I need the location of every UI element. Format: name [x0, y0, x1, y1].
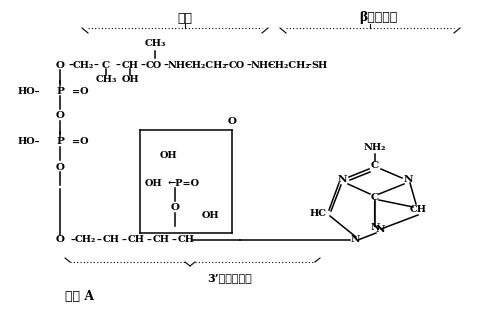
- Text: CH: CH: [121, 60, 139, 70]
- Text: O: O: [55, 236, 65, 245]
- Text: 泛酸: 泛酸: [177, 11, 193, 25]
- Text: –: –: [115, 60, 120, 70]
- Text: –: –: [94, 60, 98, 70]
- Text: CH₂: CH₂: [72, 60, 94, 70]
- Text: N: N: [350, 236, 360, 245]
- Text: –: –: [246, 60, 251, 70]
- Text: HC: HC: [309, 209, 327, 217]
- Text: HO–: HO–: [18, 137, 40, 146]
- Text: O: O: [55, 112, 65, 121]
- Text: –: –: [141, 60, 146, 70]
- Text: –: –: [69, 60, 74, 70]
- Text: NH₂: NH₂: [364, 143, 386, 153]
- Text: P: P: [56, 137, 64, 146]
- Text: CH: CH: [153, 236, 169, 245]
- Text: OH: OH: [159, 151, 177, 160]
- Text: –: –: [164, 60, 168, 70]
- Text: NH: NH: [251, 60, 269, 70]
- Text: CH: CH: [128, 236, 145, 245]
- Text: CH₃: CH₃: [95, 75, 117, 84]
- Text: N: N: [375, 225, 385, 235]
- Text: N: N: [370, 222, 380, 232]
- Text: O: O: [55, 60, 65, 70]
- Text: =O: =O: [72, 86, 89, 95]
- Text: C: C: [371, 162, 379, 170]
- Text: SH: SH: [312, 60, 328, 70]
- Text: N: N: [403, 175, 413, 184]
- Text: C: C: [371, 193, 379, 202]
- Text: N: N: [337, 175, 347, 184]
- Text: –: –: [71, 236, 76, 245]
- Text: ←P=O: ←P=O: [168, 178, 200, 187]
- Text: –: –: [306, 60, 311, 70]
- Text: –: –: [185, 60, 191, 70]
- Text: NH: NH: [168, 60, 186, 70]
- Text: C: C: [102, 60, 110, 70]
- Text: O: O: [170, 204, 179, 212]
- Text: –: –: [171, 236, 176, 245]
- Text: OH: OH: [201, 210, 219, 219]
- Text: OH: OH: [144, 178, 162, 187]
- Text: –: –: [269, 60, 274, 70]
- Text: CH₃: CH₃: [144, 40, 166, 48]
- Text: HO–: HO–: [18, 86, 40, 95]
- Text: CH₂: CH₂: [74, 236, 96, 245]
- Text: –: –: [224, 60, 228, 70]
- Text: O: O: [55, 163, 65, 171]
- Text: O: O: [227, 118, 236, 126]
- Text: CH₂CH₂: CH₂CH₂: [184, 60, 227, 70]
- Text: P: P: [56, 86, 64, 95]
- Text: –: –: [121, 236, 127, 245]
- Text: CO: CO: [229, 60, 245, 70]
- Text: CH: CH: [102, 236, 119, 245]
- Text: OH: OH: [121, 75, 139, 84]
- Text: 辅酶 A: 辅酶 A: [65, 290, 94, 302]
- Text: –: –: [147, 236, 151, 245]
- Text: –: –: [97, 236, 101, 245]
- Text: 3’－磷酸腹苷: 3’－磷酸腹苷: [208, 272, 253, 284]
- Text: CH₂CH₂: CH₂CH₂: [268, 60, 310, 70]
- Text: =O: =O: [72, 137, 89, 146]
- Text: CH: CH: [409, 206, 426, 214]
- Text: β－绯乙胺: β－绯乙胺: [359, 11, 397, 25]
- Text: CO: CO: [146, 60, 162, 70]
- Text: CH: CH: [177, 236, 195, 245]
